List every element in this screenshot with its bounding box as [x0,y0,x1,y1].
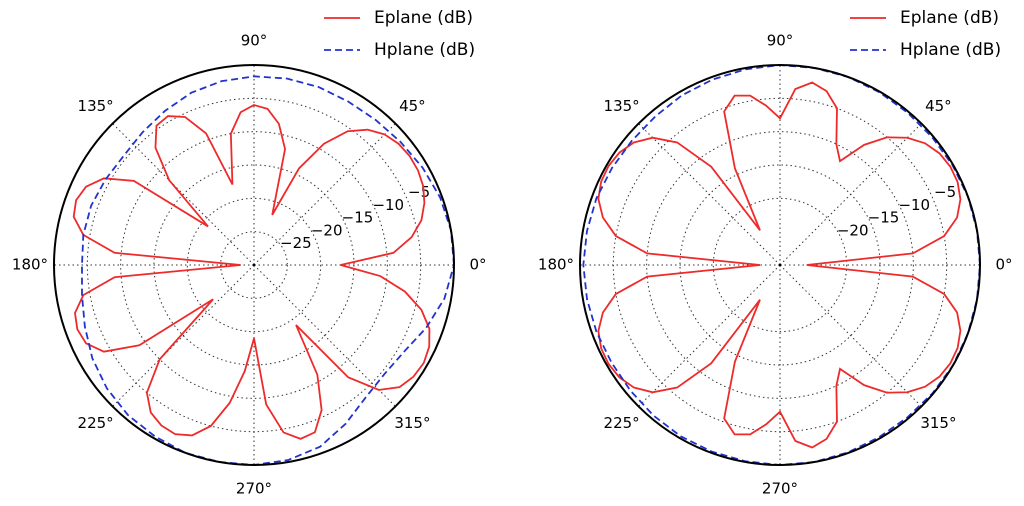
r-tick-label: −15 [868,209,900,227]
grid-spoke [253,264,396,407]
grid-circle [712,197,848,333]
theta-tick-label: 225° [78,414,114,432]
grid-circle [220,231,288,299]
r-tick-label: −10 [372,196,404,214]
theta-tick-label: 45° [399,97,426,115]
theta-tick-label: 270° [236,480,272,498]
series-line [597,81,962,449]
series-line [72,104,431,440]
theta-tick-label: 135° [78,97,114,115]
legend-label: Hplane (dB) [374,40,475,60]
legend-label: Eplane (dB) [900,8,999,28]
theta-tick-label: 315° [394,414,430,432]
legend-label: Eplane (dB) [374,8,473,28]
center-dot [778,263,782,267]
theta-tick-label: 270° [762,480,798,498]
series-line [81,75,455,466]
theta-tick-label: 90° [241,32,268,50]
axis-frame [579,64,981,466]
grid-spoke [638,123,781,266]
r-tick-label: −20 [837,221,869,239]
grid-spoke [253,123,396,266]
center-dot [252,263,256,267]
grid-spoke [112,264,255,407]
theta-tick-label: 225° [604,414,640,432]
r-tick-label: −25 [280,234,312,252]
theta-tick-label: 135° [604,97,640,115]
theta-tick-label: 180° [538,256,574,274]
series-line [582,64,981,466]
grid-spoke [779,123,922,266]
grid-spoke [638,264,781,407]
grid-spoke [112,123,255,266]
axis-frame [53,64,455,466]
r-tick-label: −5 [934,183,956,201]
grid-circle [646,131,914,399]
grid-circle [120,131,388,399]
r-tick-label: −20 [311,221,343,239]
theta-tick-label: 315° [920,414,956,432]
theta-tick-label: 180° [12,256,48,274]
grid-spoke [779,264,922,407]
legend-label: Hplane (dB) [900,40,1001,60]
theta-tick-label: 0° [469,256,486,274]
theta-tick-label: 0° [995,256,1012,274]
grid-circle [186,197,322,333]
theta-tick-label: 45° [925,97,952,115]
theta-tick-label: 90° [767,32,794,50]
r-tick-label: −5 [408,183,430,201]
r-tick-label: −10 [898,196,930,214]
r-tick-label: −15 [342,209,374,227]
